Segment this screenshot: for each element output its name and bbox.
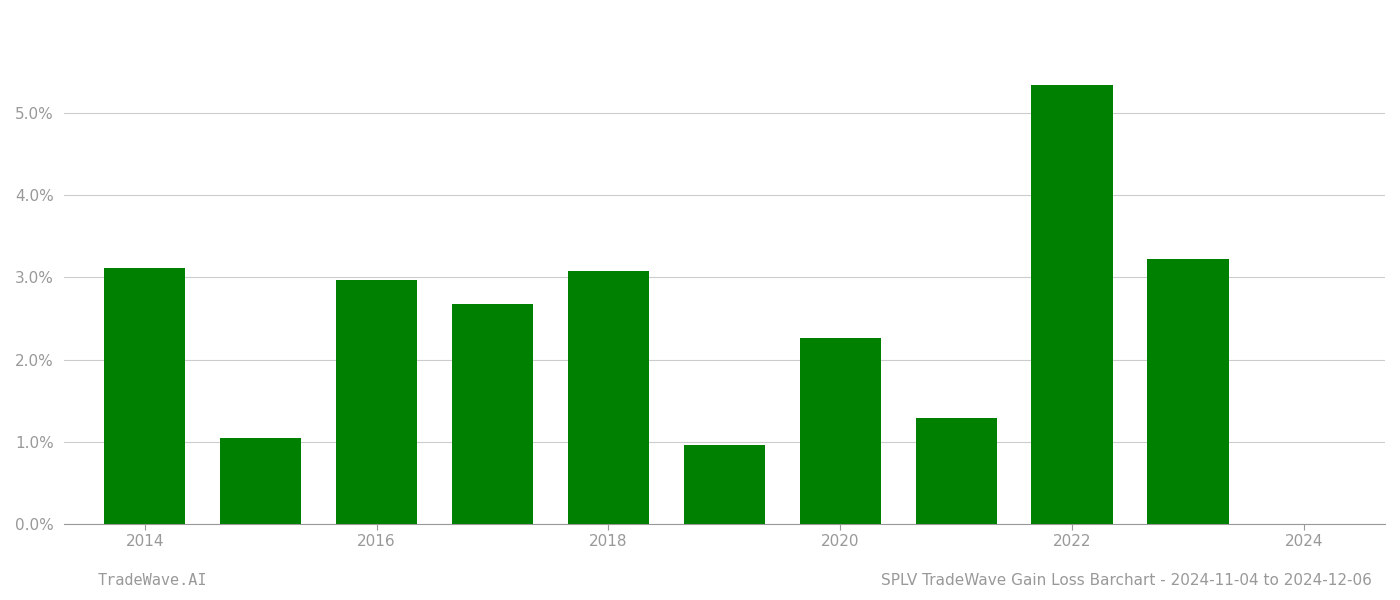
Bar xyxy=(568,271,650,524)
Bar xyxy=(220,438,301,524)
Text: SPLV TradeWave Gain Loss Barchart - 2024-11-04 to 2024-12-06: SPLV TradeWave Gain Loss Barchart - 2024… xyxy=(881,573,1372,588)
Bar xyxy=(104,268,185,524)
Bar xyxy=(683,445,764,524)
Bar xyxy=(1032,85,1113,524)
Bar xyxy=(452,304,533,524)
Bar xyxy=(1148,259,1229,524)
Bar xyxy=(336,280,417,524)
Bar xyxy=(916,418,997,524)
Text: TradeWave.AI: TradeWave.AI xyxy=(98,573,207,588)
Bar xyxy=(799,338,881,524)
